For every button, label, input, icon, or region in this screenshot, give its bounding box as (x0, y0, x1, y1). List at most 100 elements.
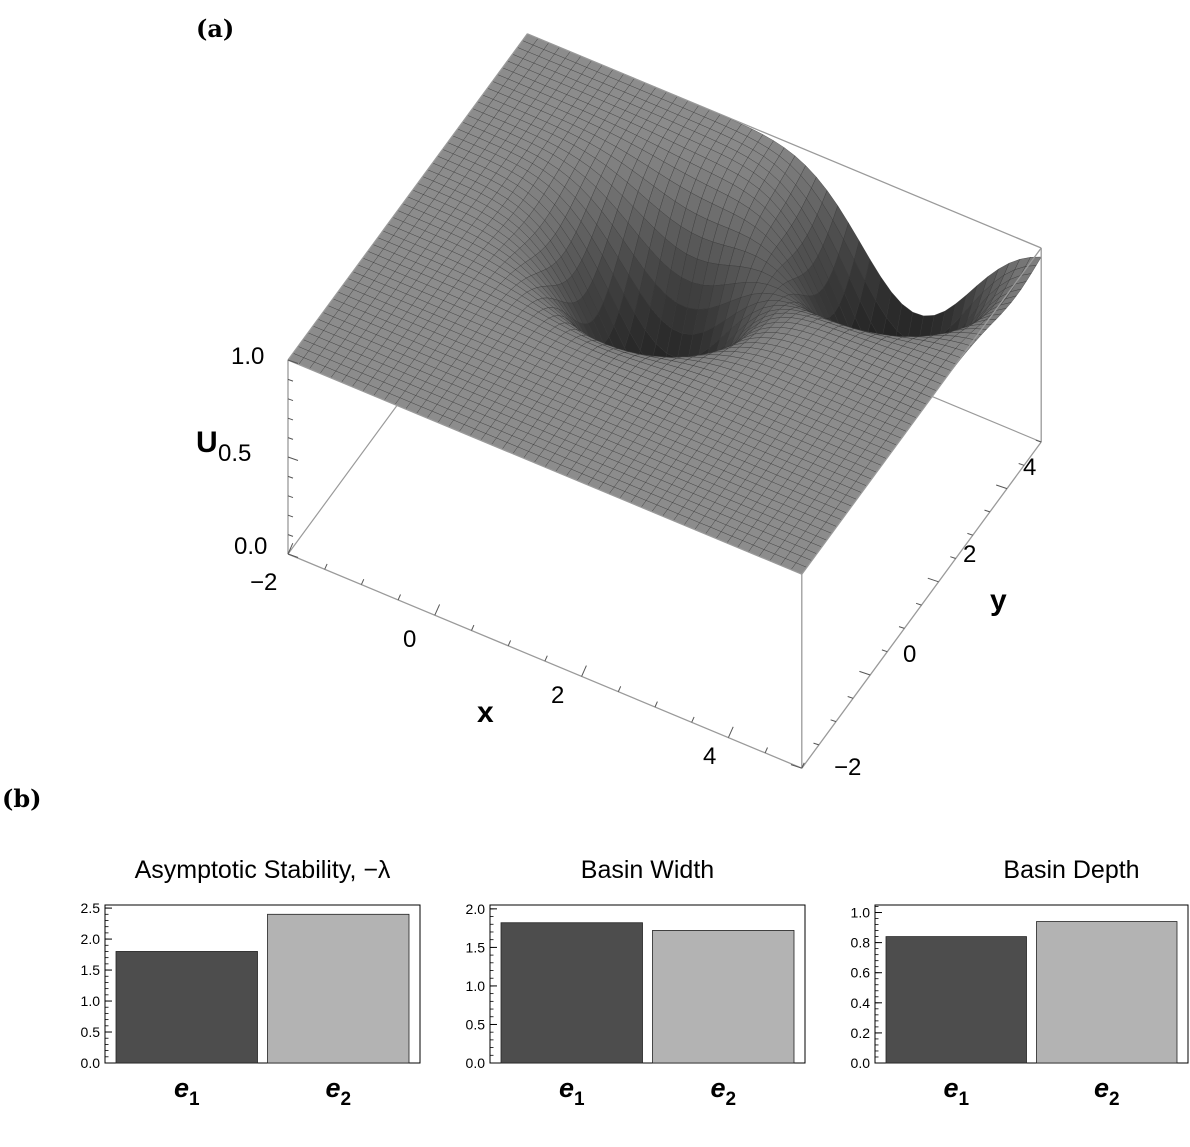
plot-frame (874, 904, 1189, 1064)
y-tick-mark (996, 484, 1008, 490)
bar-e1 (885, 936, 1027, 1064)
y-tick-label: 0.6 (851, 965, 871, 981)
z-tick-mark (287, 553, 299, 558)
y-tick-mark (898, 626, 905, 629)
x-tick-mark (397, 594, 401, 601)
y-tick-mark (859, 670, 871, 676)
bar-e2 (1036, 921, 1178, 1064)
chart-title: Basin Depth (1003, 856, 1139, 884)
z-tick-label: 0.0 (234, 533, 267, 560)
chart-title: Basin Width (581, 856, 714, 884)
z-tick-mark (287, 417, 294, 421)
axis-ticks (287, 359, 1042, 769)
y-tick-mark (881, 649, 888, 653)
y-tick-mark (915, 602, 922, 606)
y-tick-label: 0.0 (466, 1055, 486, 1071)
potential-surface (287, 33, 1042, 575)
x-tick-mark (617, 686, 622, 692)
y-tick-label: 1.0 (81, 993, 101, 1009)
x-tick-mark (434, 604, 441, 616)
z-tick-mark (287, 359, 299, 364)
bounding-box-front (287, 33, 1042, 769)
x-tick-mark (654, 701, 658, 708)
x-tick-mark (471, 624, 475, 631)
y-tick-label: 0.0 (851, 1055, 871, 1071)
bar-e1 (500, 922, 643, 1064)
y-axis-label: y (990, 584, 1007, 617)
z-tick-mark (287, 475, 294, 479)
x-tick-label: 2 (551, 682, 564, 709)
z-tick-label: 0.5 (218, 440, 251, 467)
y-tick-label: 0.2 (851, 1025, 871, 1041)
z-tick-mark (287, 456, 299, 461)
box-edge (287, 33, 528, 361)
y-tick-mark (1035, 439, 1042, 443)
z-tick-mark (287, 398, 294, 402)
y-tick-label: 1.5 (81, 962, 101, 978)
box-edge (527, 33, 1042, 249)
x-axis-label: x (477, 696, 494, 729)
y-tick-label: 2.5 (81, 900, 101, 916)
x-tick-mark (691, 716, 695, 723)
x-tick-mark (727, 726, 734, 738)
bar-chart-basin-width: Basin Width 0.0 0.5 1.0 1.5 2.0 e1 e2 (466, 856, 806, 1110)
category-label: e2 (325, 1073, 351, 1110)
z-tick-label: 1.0 (231, 343, 264, 370)
z-tick-mark (287, 514, 294, 518)
box-edge (287, 359, 803, 575)
y-tick-label: 0.5 (466, 1016, 486, 1032)
bar-chart-basin-depth: Basin Depth 0.0 0.2 0.4 0.6 0.8 1.0 e1 e2 (851, 856, 1189, 1110)
y-tick-label: 4 (1023, 454, 1036, 481)
bar-e2 (267, 913, 410, 1064)
x-tick-label: 4 (703, 743, 716, 770)
x-tick-mark (324, 563, 328, 570)
category-label: e1 (174, 1073, 200, 1110)
y-tick-label: −2 (834, 754, 861, 781)
category-label: e2 (710, 1073, 736, 1110)
y-tick-mark (950, 556, 956, 559)
z-tick-mark (287, 495, 294, 499)
x-tick-mark (360, 578, 365, 585)
y-tick-mark (927, 577, 939, 583)
x-tick-mark (764, 747, 768, 754)
plot-frame (489, 904, 806, 1064)
category-label: e1 (943, 1073, 969, 1110)
box-edge (801, 247, 1042, 575)
z-axis-label: U (196, 426, 218, 459)
category-label: e1 (559, 1073, 585, 1110)
plot-frame (104, 904, 421, 1064)
y-tick-label: 0.0 (81, 1055, 101, 1071)
surface-plot: U x y 1.0 0.5 0.0 −2 0 2 4 −2 0 2 4 (196, 33, 1042, 781)
y-tick-mark (984, 509, 991, 513)
y-tick-label: 0.8 (851, 935, 871, 951)
y-tick-mark (813, 742, 820, 746)
y-tick-mark (1018, 463, 1025, 466)
z-tick-mark (287, 534, 294, 537)
y-tick-label: 1.0 (851, 905, 871, 921)
panel-b-label: (b) (2, 784, 42, 813)
x-tick-mark (507, 640, 512, 647)
y-tick-label: 1.0 (466, 978, 486, 994)
category-label: e2 (1094, 1073, 1120, 1110)
x-tick-mark (287, 542, 294, 555)
x-tick-label: −2 (250, 569, 277, 596)
x-tick-mark (544, 655, 548, 662)
y-tick-label: 2.0 (466, 901, 486, 917)
x-tick-mark (581, 665, 587, 677)
y-tick-label: 0.5 (81, 1024, 101, 1040)
bar-e1 (115, 951, 258, 1064)
y-tick-label: 1.5 (466, 939, 486, 955)
z-tick-mark (287, 437, 294, 440)
y-tick-label: 0.4 (851, 995, 871, 1011)
bar-e2 (652, 930, 795, 1064)
panel-a-label: (a) (196, 14, 235, 43)
y-tick-mark (790, 764, 802, 769)
bar-chart-asymptotic-stability: Asymptotic Stability, −λ 0.0 0.5 1.0 1.5 2.0 2… (81, 856, 421, 1110)
z-tick-mark (287, 378, 294, 382)
y-tick-label: 0 (903, 641, 916, 668)
y-tick-mark (967, 532, 973, 536)
y-tick-label: 2 (963, 541, 976, 568)
y-tick-label: 2.0 (81, 931, 101, 947)
y-tick-mark (830, 719, 837, 723)
y-tick-mark (847, 696, 854, 699)
